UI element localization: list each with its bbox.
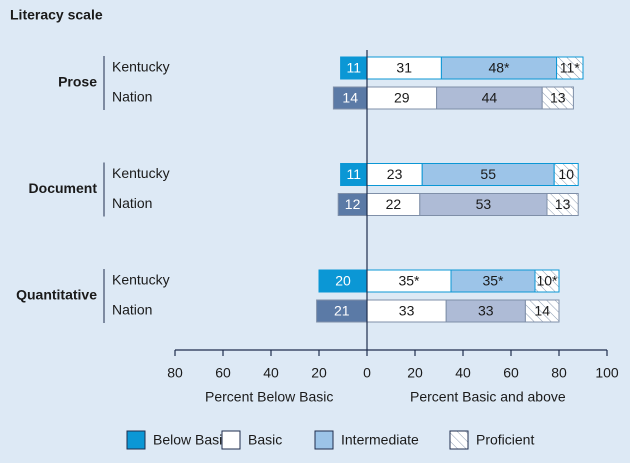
- data-label: 10: [558, 166, 574, 182]
- bar-segment: [541, 86, 574, 110]
- data-label: 35*: [398, 273, 420, 289]
- x-tick-label: 60: [503, 365, 519, 381]
- data-label: 10*: [536, 273, 558, 289]
- data-label: 14: [342, 90, 358, 106]
- data-label: 20: [335, 273, 351, 289]
- data-label: 14: [534, 303, 550, 319]
- x-axis-label-left: Percent Below Basic: [205, 389, 333, 405]
- x-tick-label: 80: [167, 365, 183, 381]
- group-label: Prose: [58, 74, 97, 90]
- data-label: 13: [555, 196, 571, 212]
- data-label: 53: [476, 196, 492, 212]
- legend-label: Intermediate: [341, 432, 419, 448]
- group-label: Quantitative: [16, 287, 97, 303]
- row-label: Kentucky: [112, 272, 170, 288]
- x-axis-label-right: Percent Basic and above: [410, 389, 566, 405]
- x-tick-label: 80: [551, 365, 567, 381]
- data-label: 11: [347, 60, 362, 76]
- x-tick-label: 100: [595, 365, 619, 381]
- data-label: 11*: [560, 60, 581, 76]
- legend-label: Below Basic: [153, 432, 229, 448]
- legend-swatch: [221, 430, 241, 450]
- data-label: 48*: [488, 60, 510, 76]
- row-label: Kentucky: [112, 165, 170, 181]
- legend-label: Proficient: [476, 432, 534, 448]
- bar-segment: [556, 56, 584, 80]
- x-tick-label: 40: [263, 365, 279, 381]
- data-label: 44: [482, 90, 498, 106]
- legend-swatch: [314, 430, 334, 450]
- x-tick-label: 20: [311, 365, 327, 381]
- data-label: 35*: [482, 273, 504, 289]
- data-label: 29: [394, 90, 410, 106]
- data-label: 23: [387, 166, 403, 182]
- row-label: Kentucky: [112, 59, 170, 75]
- data-label: 21: [334, 303, 350, 319]
- bar-segment: [546, 193, 579, 216]
- data-label: 22: [386, 196, 402, 212]
- x-tick-label: 20: [407, 365, 423, 381]
- bar-segment: [534, 269, 560, 293]
- legend-swatch: [449, 430, 469, 450]
- data-label: 31: [396, 60, 412, 76]
- legend-label: Basic: [248, 432, 282, 448]
- legend-swatch: [126, 430, 146, 450]
- x-tick-label: 0: [363, 365, 371, 381]
- data-label: 55: [480, 166, 496, 182]
- row-label: Nation: [112, 302, 152, 318]
- bar-segment: [553, 163, 579, 186]
- data-label: 33: [399, 303, 415, 319]
- data-label: 12: [345, 196, 361, 212]
- bar-segment: [524, 299, 560, 323]
- x-tick-label: 40: [455, 365, 471, 381]
- data-label: 11: [347, 166, 362, 182]
- x-tick-label: 60: [215, 365, 231, 381]
- group-label: Document: [29, 180, 98, 196]
- data-label: 13: [550, 90, 566, 106]
- chart-title: Literacy scale: [10, 7, 103, 23]
- data-label: 33: [478, 303, 494, 319]
- row-label: Nation: [112, 89, 152, 105]
- row-label: Nation: [112, 195, 152, 211]
